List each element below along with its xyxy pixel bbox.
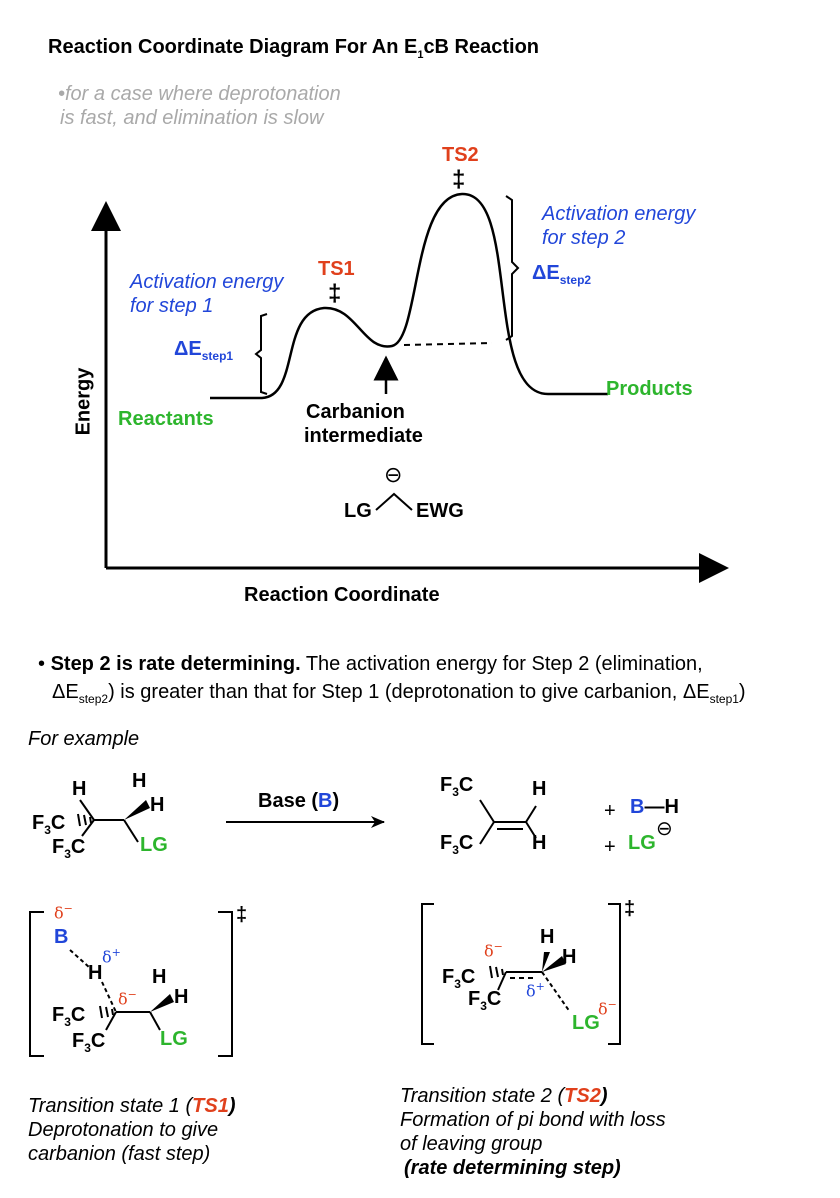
lg-anion: LG: [628, 832, 656, 854]
ts2-dagger: ‡: [452, 166, 466, 193]
carbanion-ewg: EWG: [416, 500, 464, 522]
energy-curve: [210, 192, 608, 400]
ts1-caption: Transition state 1 (TS1) Deprotonation t…: [28, 1095, 236, 1165]
bracket-step2: [505, 195, 520, 341]
ts2-label: TS2: [442, 144, 479, 166]
alkene-h-top: H: [532, 778, 547, 800]
ts2-caption: Transition state 2 (TS2) Formation of pi…: [400, 1085, 666, 1179]
ts1-base: B: [54, 926, 69, 948]
ts1-h3: H: [174, 986, 189, 1008]
reactant-h1: H: [72, 778, 87, 800]
ts1-delta-minus-c: δ−: [118, 988, 137, 1009]
reactant-cf3-bottom: F3C: [52, 836, 86, 861]
ts2-cf3-top: F3C: [442, 966, 476, 991]
y-axis-label: Energy: [72, 367, 95, 436]
carbanion-bonds: [375, 492, 413, 511]
ts1-dagger: ‡: [328, 280, 342, 307]
ts1-wedge: [150, 994, 174, 1012]
note-line1: •for a case where deprotonation: [58, 83, 341, 105]
note: •for a case where deprotonation is fast,…: [58, 82, 341, 130]
ts1-h2: H: [152, 966, 167, 988]
plus-1: +: [604, 800, 616, 822]
reactant-cf3-top: F3C: [32, 812, 66, 837]
alkene-cf3-top: F3C: [440, 774, 474, 799]
alkene-h-bottom: H: [532, 832, 547, 854]
ts1-bracket-dagger: ‡: [236, 904, 248, 926]
activation-step2-label: Activation energy for step 2: [542, 203, 696, 249]
ts2-h-top: H: [540, 926, 555, 948]
alkene-bonds: [479, 799, 537, 845]
reagent-label: Base (B): [258, 790, 340, 812]
ts1-left-bracket: [29, 911, 44, 1057]
carbanion-label: Carbanion intermediate: [304, 401, 423, 447]
x-axis-label: Reaction Coordinate: [244, 584, 440, 606]
ts2-hash: [489, 965, 504, 979]
alkene-cf3-bottom: F3C: [440, 832, 474, 857]
carbanion-lg: LG: [344, 500, 372, 522]
reactant-lg: LG: [140, 834, 168, 856]
ts1-right-bracket: [218, 911, 233, 1057]
ts2-left-bracket: [421, 903, 434, 1045]
reactant-hash: [77, 813, 92, 827]
ts2-cf3-bottom: F3C: [468, 988, 502, 1013]
products-label: Products: [606, 378, 693, 400]
reactant-wedge: [124, 800, 150, 820]
intermediate-dashed-line: [403, 342, 493, 346]
ts2-delta-minus-c: δ−: [484, 940, 503, 961]
reactant-bonds: [79, 799, 139, 843]
reactants-label: Reactants: [118, 408, 214, 430]
ts1-hash: [99, 1005, 114, 1019]
ts1-delta-plus-h: δ+: [102, 946, 121, 967]
rate-paragraph: • Step 2 is rate determining. The activa…: [38, 653, 746, 706]
bh-product: B—H: [630, 796, 679, 818]
reactant-h3: H: [150, 794, 165, 816]
ts1-bonds: [69, 949, 161, 1031]
delta-e-step1: ΔEstep1: [174, 338, 234, 363]
example-label: For example: [28, 728, 140, 750]
activation-step1-label: Activation energy for step 1: [130, 271, 284, 317]
ts2-right-bracket: [608, 903, 621, 1045]
ts1-cf3-bottom: F3C: [72, 1030, 106, 1055]
ts2-delta-plus-c: δ+: [526, 980, 545, 1001]
ts2-wedge-up: [542, 952, 550, 972]
plus-2: +: [604, 836, 616, 858]
ts2-wedge: [542, 956, 566, 972]
carbanion-minus-sign: ⊖: [384, 462, 403, 487]
page-title: Reaction Coordinate Diagram For An E1cB …: [48, 36, 540, 61]
ts2-lg: LG: [572, 1012, 600, 1034]
note-line2: is fast, and elimination is slow: [60, 107, 324, 129]
ts2-delta-minus-lg: δ−: [598, 998, 617, 1019]
delta-e-step2: ΔEstep2: [532, 262, 592, 287]
ts1-delta-minus-b: δ−: [54, 902, 73, 923]
ts1-h: H: [88, 962, 103, 984]
ts2-h-right: H: [562, 946, 577, 968]
reactant-h2: H: [132, 770, 147, 792]
ts1-label: TS1: [318, 258, 355, 280]
ts2-bonds: [497, 971, 571, 1013]
bracket-step1: [254, 313, 268, 395]
lg-anion-minus: ⊖: [656, 818, 673, 840]
ts1-cf3-top: F3C: [52, 1004, 86, 1029]
ts1-lg: LG: [160, 1028, 188, 1050]
ts2-bracket-dagger: ‡: [624, 898, 636, 920]
